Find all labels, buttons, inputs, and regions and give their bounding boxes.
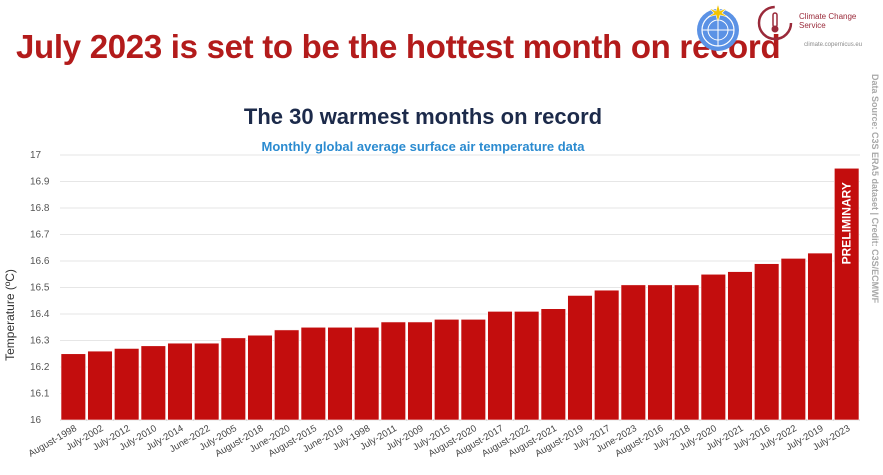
bar-july-2010 [140, 345, 166, 421]
bar-july-2022 [780, 258, 806, 421]
y-tick-label: 16.8 [30, 203, 50, 214]
copernicus-logo[interactable]: Climate Change Service climate.copernicu… [756, 2, 876, 52]
bar-july-2019 [807, 252, 833, 421]
bar-july-2012 [114, 348, 140, 421]
bar-july-2018 [674, 284, 700, 421]
bar-june-2020 [274, 329, 300, 421]
y-tick-label: 16.6 [30, 256, 50, 267]
y-tick-label: 16.1 [30, 389, 50, 400]
y-axis-label: Temperature (ºC) [3, 269, 17, 361]
y-tick-label: 16.9 [30, 177, 50, 188]
bar-july-1998 [354, 326, 380, 421]
bar-july-2020 [700, 273, 726, 421]
y-tick-label: 16.2 [30, 362, 50, 373]
bar-august-2020 [460, 318, 486, 421]
chart-title: The 30 warmest months on record [243, 104, 603, 129]
bar-july-2002 [87, 350, 113, 421]
bar-august-2017 [487, 311, 513, 421]
bar-july-2015 [434, 318, 460, 421]
gridlines [60, 154, 860, 421]
y-tick-label: 17 [30, 150, 42, 161]
bar-august-2016 [647, 284, 673, 421]
copernicus-ring-icon [757, 5, 793, 41]
bar-june-2022 [194, 342, 220, 421]
bar-july-2009 [407, 321, 433, 421]
bar-august-1998 [60, 353, 86, 421]
bar-july-2005 [220, 337, 246, 421]
copernicus-url: climate.copernicus.eu [804, 42, 863, 48]
y-axis-ticks: 16 16.1 16.2 16.3 16.4 16.5 16.6 16.7 16.8 16.9 17 [30, 150, 50, 426]
y-tick-label: 16.5 [30, 283, 50, 294]
bar-july-2021 [727, 271, 753, 421]
bar-august-2021 [540, 308, 566, 421]
bars: PRELIMINARY [60, 167, 860, 421]
bar-august-2022 [514, 311, 540, 421]
x-axis-ticks: August-1998July-2002July-2012July-2010Ju… [27, 423, 852, 459]
bar-july-2011 [380, 321, 406, 421]
bar-august-2018 [247, 334, 273, 421]
y-tick-label: 16.3 [30, 336, 50, 347]
bar-june-2023 [620, 284, 646, 421]
y-tick-label: 16 [30, 415, 42, 426]
bar-july-2014 [167, 342, 193, 421]
bar-august-2019 [567, 295, 593, 421]
bar-june-2019 [327, 326, 353, 421]
bar-july-2017 [594, 289, 620, 421]
bar-august-2015 [300, 326, 326, 421]
chart-subtitle: Monthly global average surface air tempe… [261, 139, 585, 154]
bar-july-2023 [834, 167, 860, 421]
un-emblem-logo [697, 2, 739, 51]
y-tick-label: 16.4 [30, 309, 50, 320]
data-source-credit: Data Source: C3S ERA5 dataset | Credit: … [870, 74, 880, 304]
copernicus-service-name: Climate Change Service [799, 12, 857, 30]
bar-july-2016 [754, 263, 780, 421]
preliminary-annotation: PRELIMINARY [840, 182, 854, 264]
y-tick-label: 16.7 [30, 230, 50, 241]
headline: July 2023 is set to be the hottest month… [16, 28, 781, 65]
